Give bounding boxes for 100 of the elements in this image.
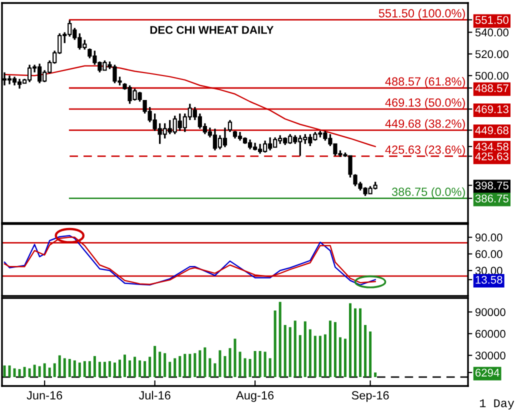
bar [103,362,106,378]
y-tick-label: 60000 [476,330,506,338]
bar [348,303,352,378]
bar [224,356,226,378]
bar [228,348,232,378]
bar [43,363,46,378]
bar [254,351,256,378]
y-tick-label: 425.63 [475,152,508,160]
bar [128,360,132,378]
bar [258,351,262,378]
bar [268,358,272,378]
bar [278,302,282,378]
bar [238,352,242,378]
bar [53,363,56,378]
bar [88,361,91,378]
bar [244,358,246,378]
bar [338,337,342,378]
bar [174,358,176,378]
bar [318,336,322,378]
bar [18,369,21,378]
bar [248,358,252,378]
y-tick-label: 449.68 [475,126,508,134]
bar [184,354,186,378]
bar [344,338,346,378]
bar [134,356,136,378]
bar [118,360,122,378]
x-tick-label: Sep-16 [352,391,389,402]
bar [113,362,116,378]
y-tick-label: 6294 [476,368,500,377]
bar [98,362,101,378]
bar [208,358,212,378]
bar [8,365,11,378]
y-tick-label: 469.13 [475,105,508,114]
y-tick-label: 60.00 [476,250,502,258]
bar [138,360,142,378]
bar [198,350,202,378]
y-tick-label: 540.00 [475,28,508,36]
bar [73,360,76,378]
bar [328,320,332,378]
bar [298,335,302,378]
bar [218,350,222,378]
bar [369,331,372,378]
bar [38,366,41,378]
ref-line-label: 449.68 (38.2%) [385,119,465,130]
bar [354,308,357,378]
bar [33,364,36,378]
y-tick-label: 13.58 [476,276,502,284]
y-tick-label: 90.00 [475,234,502,242]
y-tick-label: 488.57 [475,84,508,92]
bar [63,358,66,378]
y-tick-label: 434.58 [475,142,508,151]
bar [194,353,196,378]
bar [108,361,111,378]
bar [314,336,316,378]
x-tick-label: Aug-16 [236,391,274,402]
bar [168,362,172,378]
bar [93,356,96,378]
bar [83,361,86,378]
y-tick-label: 520.00 [475,50,508,58]
y-tick-label: 30000 [475,352,506,360]
bar [288,327,292,378]
bar [308,329,312,378]
bar [148,356,152,378]
bar [28,368,31,378]
bar [234,338,236,378]
bar [359,308,362,378]
bar [154,346,156,378]
x-tick-label: Jul-16 [138,390,170,400]
bar [284,324,286,378]
bar [68,358,71,378]
bar [48,368,51,378]
bar [304,321,306,378]
bar [204,347,206,378]
candlestick [228,119,232,133]
bar [374,372,377,378]
bar [13,368,16,378]
y-tick-label: 90000 [475,308,506,316]
ref-line-label: 425.63 (23.6%) [385,145,465,156]
ref-line-label: 551.50 (100.0%) [378,8,465,20]
bar [214,363,216,378]
bar [164,353,166,378]
bar [334,322,336,378]
bar [188,354,192,378]
y-tick-label: 551.50 [475,16,508,24]
bar [23,366,26,378]
bar [324,334,326,378]
bar [178,356,182,378]
ref-line-label: 469.13 (50.0%) [385,98,465,110]
bar [58,355,61,378]
ref-line-label: 386.75 (0.0%) [392,187,465,198]
bar [144,361,146,378]
y-tick-label: 398.75 [475,182,508,190]
bar [294,320,296,378]
y-tick-label: 500.00 [475,72,508,80]
text: DEC CHI WHEAT DAILY [150,26,274,34]
bar [78,362,81,378]
bar [274,310,276,378]
bar [158,352,162,378]
x-tick-label: Jun-16 [26,391,62,400]
ref-line-label: 488.57 (61.8%) [385,76,465,88]
